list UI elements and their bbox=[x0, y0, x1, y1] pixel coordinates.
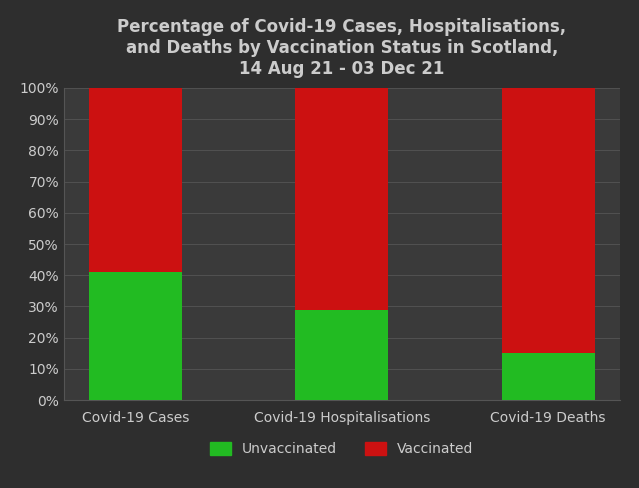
Bar bbox=[502, 88, 594, 353]
Legend: Unvaccinated, Vaccinated: Unvaccinated, Vaccinated bbox=[204, 437, 479, 462]
Bar bbox=[295, 88, 389, 309]
Bar bbox=[502, 353, 594, 400]
Title: Percentage of Covid-19 Cases, Hospitalisations,
and Deaths by Vaccination Status: Percentage of Covid-19 Cases, Hospitalis… bbox=[118, 19, 566, 78]
Bar bbox=[295, 309, 389, 400]
Bar bbox=[89, 88, 182, 272]
Bar bbox=[89, 272, 182, 400]
